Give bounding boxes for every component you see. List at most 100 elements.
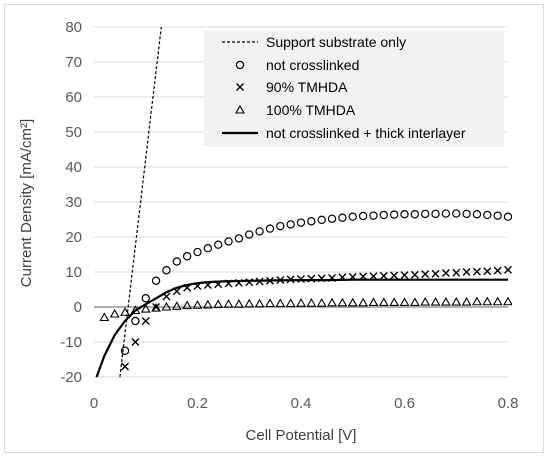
x-tick-label: 0.6: [394, 395, 415, 412]
data-point: [483, 267, 492, 276]
data-point: [213, 299, 224, 309]
data-point: [120, 346, 130, 355]
data-point: [316, 298, 327, 307]
legend-label-support-substrate: Support substrate only: [266, 34, 406, 50]
data-point: [202, 299, 213, 309]
series-layer: [95, 27, 512, 378]
data-point: [462, 268, 471, 276]
data-point: [255, 227, 264, 236]
data-point: [224, 237, 233, 246]
series-circle: [120, 209, 512, 355]
data-point: [265, 298, 275, 308]
legend-swatch-100-tmhda: [235, 104, 245, 114]
series-triangle: [99, 296, 512, 322]
data-point: [244, 298, 255, 308]
support-substrate-line: [119, 27, 162, 378]
legend-background: [204, 30, 504, 147]
data-point: [141, 317, 150, 325]
y-tick-label: 70: [65, 54, 82, 71]
data-point: [306, 298, 317, 307]
data-point: [472, 267, 481, 276]
y-tick-label: 40: [65, 159, 82, 176]
data-point: [482, 296, 493, 306]
data-point: [337, 297, 348, 307]
thick-interlayer-line: [95, 278, 508, 378]
data-point: [307, 217, 316, 226]
data-point: [338, 213, 347, 222]
data-point: [193, 247, 202, 257]
data-point: [265, 224, 275, 233]
y-tick-label: 50: [65, 124, 82, 141]
data-point: [483, 210, 492, 220]
data-point: [461, 296, 472, 306]
data-point: [462, 209, 471, 219]
data-point: [223, 299, 234, 308]
data-point: [389, 210, 399, 219]
data-point: [369, 211, 378, 220]
data-point: [141, 294, 150, 303]
data-point: [234, 234, 244, 243]
data-point: [390, 271, 399, 280]
data-point: [254, 298, 265, 308]
series-dashed-line: [119, 27, 162, 378]
data-point: [493, 266, 502, 275]
data-point: [492, 296, 503, 306]
data-point: [151, 276, 161, 285]
data-point: [399, 297, 410, 306]
data-point: [431, 269, 440, 278]
data-point: [233, 299, 244, 308]
data-point: [493, 211, 502, 220]
legend-label-90-tmhda: 90% TMHDA: [266, 79, 348, 95]
legend-label-thick-interlayer: not crosslinked + thick interlayer: [266, 125, 466, 141]
data-point: [369, 272, 378, 281]
data-point: [109, 308, 120, 318]
data-point: [296, 218, 306, 227]
data-point: [161, 301, 172, 311]
x-tick-label: 0.2: [187, 395, 208, 412]
data-point: [430, 296, 441, 306]
data-point: [420, 296, 431, 306]
legend-swatch-not-crosslinked: [235, 60, 245, 70]
data-point: [286, 220, 295, 229]
data-point: [389, 297, 400, 306]
data-point: [182, 252, 192, 261]
legend-label-100-tmhda: 100% TMHDA: [266, 102, 356, 118]
data-point: [410, 270, 419, 279]
data-point: [504, 265, 512, 274]
y-tick-label: 30: [65, 194, 82, 211]
data-point: [409, 297, 420, 306]
legend-label-not-crosslinked: not crosslinked: [266, 57, 359, 73]
data-point: [378, 297, 389, 306]
data-point: [121, 362, 130, 371]
data-point: [192, 300, 203, 309]
data-point: [347, 297, 358, 307]
y-axis-title: Current Density [mA/cm²]: [18, 119, 35, 287]
data-point: [452, 268, 461, 277]
data-point: [131, 338, 140, 346]
x-tick-label: 0.8: [498, 395, 519, 412]
data-point: [275, 298, 286, 308]
y-tick-label: 10: [65, 264, 82, 281]
data-point: [368, 297, 379, 306]
data-point: [348, 212, 357, 221]
data-point: [276, 221, 285, 231]
data-point: [441, 269, 450, 278]
data-point: [421, 270, 430, 279]
x-tick-labels: 0 0.2 0.4 0.6 0.8: [90, 395, 519, 412]
data-point: [421, 209, 430, 219]
series-x: [121, 265, 512, 371]
data-point: [151, 302, 162, 312]
data-point: [140, 303, 151, 313]
y-tick-label: 80: [65, 19, 82, 36]
data-point: [400, 271, 409, 280]
data-point: [452, 209, 461, 218]
data-point: [162, 266, 171, 275]
data-point: [400, 210, 409, 219]
data-point: [285, 298, 296, 308]
data-point: [245, 230, 254, 239]
data-point: [472, 296, 482, 306]
x-tick-label: 0.4: [291, 395, 312, 412]
data-point: [358, 297, 369, 307]
data-point: [203, 243, 213, 253]
